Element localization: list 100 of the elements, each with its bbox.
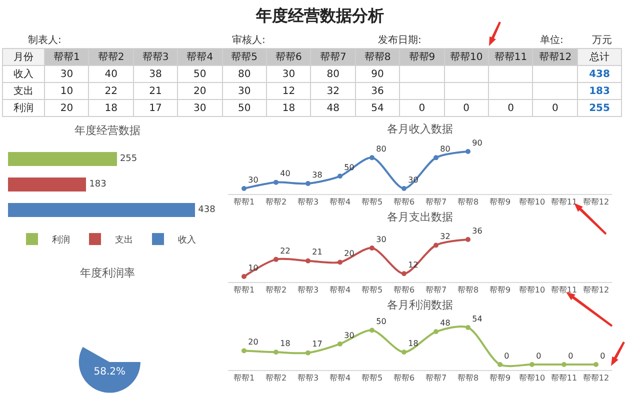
category-label: 帮帮2 bbox=[88, 48, 134, 66]
x-tick-label: 帮帮9 bbox=[489, 374, 511, 383]
data-label: 30 bbox=[376, 234, 386, 244]
point bbox=[402, 271, 406, 276]
data-label: 80 bbox=[376, 144, 386, 154]
point bbox=[242, 274, 246, 279]
text: 制表人: bbox=[28, 34, 62, 47]
data-label: 50 bbox=[178, 66, 222, 82]
data-label: 21 bbox=[312, 248, 322, 257]
data-label: 32 bbox=[440, 232, 450, 242]
x-tick-label: 帮帮6 bbox=[393, 286, 415, 295]
chart-title: 年度经营数据 bbox=[74, 124, 140, 137]
chart-title: 各月利润数据 bbox=[387, 298, 453, 312]
text: 年度经营数据分析 bbox=[254, 6, 385, 27]
data-label: 18 bbox=[408, 339, 418, 348]
data-label: 80 bbox=[440, 144, 450, 154]
legend-label: 支出 bbox=[115, 234, 133, 246]
x-tick-label: 帮帮8 bbox=[457, 198, 479, 207]
chart-title: 各月支出数据 bbox=[387, 210, 453, 224]
legend-label: 利润 bbox=[52, 234, 70, 246]
data-label: 50 bbox=[376, 317, 386, 326]
x-tick-label: 帮帮12 bbox=[582, 286, 610, 295]
x-tick-label: 帮帮8 bbox=[457, 374, 479, 383]
text: 总计 bbox=[578, 48, 622, 66]
data-label: 48 bbox=[440, 318, 450, 328]
data-label: 48 bbox=[310, 100, 356, 116]
x-tick-label: 帮帮9 bbox=[489, 198, 511, 207]
data-label: 18 bbox=[88, 100, 134, 116]
data-label: 90 bbox=[472, 138, 482, 148]
x-tick-label: 帮帮11 bbox=[550, 374, 578, 383]
data-label: 80 bbox=[310, 66, 356, 82]
data-label: 21 bbox=[133, 82, 178, 100]
data-label: 30 bbox=[266, 66, 311, 82]
text: 255 bbox=[589, 102, 610, 114]
data-label: 30 bbox=[222, 82, 267, 100]
data-label: 36 bbox=[472, 226, 482, 236]
x-tick-label: 帮帮8 bbox=[457, 286, 479, 295]
data-label: 0 bbox=[600, 351, 606, 360]
data-label: 20 bbox=[178, 82, 222, 100]
point bbox=[306, 350, 310, 356]
data-label: 20 bbox=[44, 100, 89, 116]
x-tick-label: 帮帮6 bbox=[393, 374, 415, 383]
data-label: 0 bbox=[488, 100, 533, 116]
data-label: 12 bbox=[266, 82, 311, 100]
point bbox=[498, 362, 502, 367]
data-label: 90 bbox=[355, 66, 400, 82]
x-tick-label: 帮帮1 bbox=[233, 374, 255, 383]
x-tick-label: 帮帮4 bbox=[329, 374, 351, 383]
category-label: 帮帮9 bbox=[400, 48, 444, 66]
x-tick-label: 帮帮11 bbox=[550, 286, 578, 295]
point bbox=[402, 350, 406, 355]
data-label: 20 bbox=[344, 249, 354, 258]
chart-title: 各月收入数据 bbox=[387, 122, 453, 136]
point bbox=[338, 341, 342, 346]
data-label: 10 bbox=[44, 82, 89, 100]
point bbox=[562, 362, 566, 367]
legend-label: 收入 bbox=[178, 234, 196, 246]
point bbox=[274, 256, 278, 262]
category-label: 帮帮11 bbox=[488, 48, 533, 66]
chart-title: 年度利润率 bbox=[80, 266, 135, 280]
x-tick-label: 帮帮12 bbox=[582, 198, 610, 207]
point bbox=[434, 242, 438, 248]
data-label: 0 bbox=[400, 100, 444, 116]
point bbox=[402, 186, 406, 191]
data-label: 17 bbox=[133, 100, 178, 116]
data-label: 22 bbox=[88, 82, 134, 100]
data-label: 38 bbox=[133, 66, 178, 82]
x-tick-label: 帮帮2 bbox=[265, 286, 287, 295]
point bbox=[370, 328, 374, 333]
data-label: 22 bbox=[280, 246, 290, 256]
point bbox=[338, 174, 342, 179]
point bbox=[370, 246, 374, 251]
category-label: 帮帮4 bbox=[178, 48, 222, 66]
data-label: 50 bbox=[344, 163, 354, 172]
x-tick-label: 帮帮4 bbox=[329, 286, 351, 295]
data-label: 36 bbox=[355, 82, 400, 100]
point bbox=[594, 362, 598, 367]
data-label: 0 bbox=[504, 351, 510, 360]
data-label: 0 bbox=[568, 351, 574, 360]
category-label: 帮帮7 bbox=[310, 48, 356, 66]
data-label: 0 bbox=[536, 351, 542, 360]
text: 审核人: bbox=[232, 34, 266, 47]
data-label: 30 bbox=[178, 100, 222, 116]
data-label: 0 bbox=[444, 100, 489, 116]
legend-label: 利润 bbox=[2, 100, 44, 116]
x-tick-label: 帮帮7 bbox=[425, 374, 447, 383]
data-label: 38 bbox=[312, 170, 322, 180]
x-tick-label: 帮帮7 bbox=[425, 286, 447, 295]
point bbox=[242, 186, 246, 191]
data-label: 50 bbox=[222, 100, 267, 116]
x-tick-label: 帮帮6 bbox=[393, 198, 415, 207]
x-tick-label: 帮帮1 bbox=[233, 198, 255, 207]
data-label: 18 bbox=[266, 100, 311, 116]
data-label: 80 bbox=[222, 66, 267, 82]
point bbox=[434, 155, 438, 160]
x-tick-label: 帮帮10 bbox=[518, 198, 546, 207]
x-tick-label: 帮帮3 bbox=[297, 374, 319, 383]
point bbox=[434, 329, 438, 334]
point bbox=[370, 155, 374, 160]
data-label: 54 bbox=[355, 100, 400, 116]
